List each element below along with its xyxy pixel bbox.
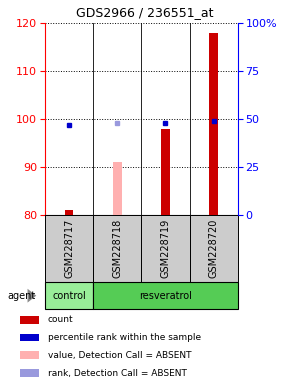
Text: GSM228720: GSM228720 [209,219,219,278]
Text: GSM228717: GSM228717 [64,219,74,278]
Text: percentile rank within the sample: percentile rank within the sample [48,333,201,342]
Bar [20,351,39,359]
Text: rank, Detection Call = ABSENT: rank, Detection Call = ABSENT [48,369,186,377]
Text: control: control [52,291,86,301]
Text: GSM228719: GSM228719 [160,219,171,278]
Bar [20,334,39,341]
Bar [161,129,170,215]
Bar [142,215,190,282]
Bar [45,282,93,309]
Bar [93,215,142,282]
Bar [65,210,73,215]
Bar [93,282,238,309]
Bar [190,215,238,282]
Bar [113,162,122,215]
Bar [45,215,93,282]
Text: resveratrol: resveratrol [139,291,192,301]
Text: GSM228718: GSM228718 [112,219,122,278]
Text: GDS2966 / 236551_at: GDS2966 / 236551_at [76,6,214,19]
Text: agent: agent [7,291,35,301]
Bar [209,33,218,215]
Bar [20,369,39,377]
Bar [20,316,39,324]
Text: value, Detection Call = ABSENT: value, Detection Call = ABSENT [48,351,191,360]
Text: count: count [48,315,73,324]
